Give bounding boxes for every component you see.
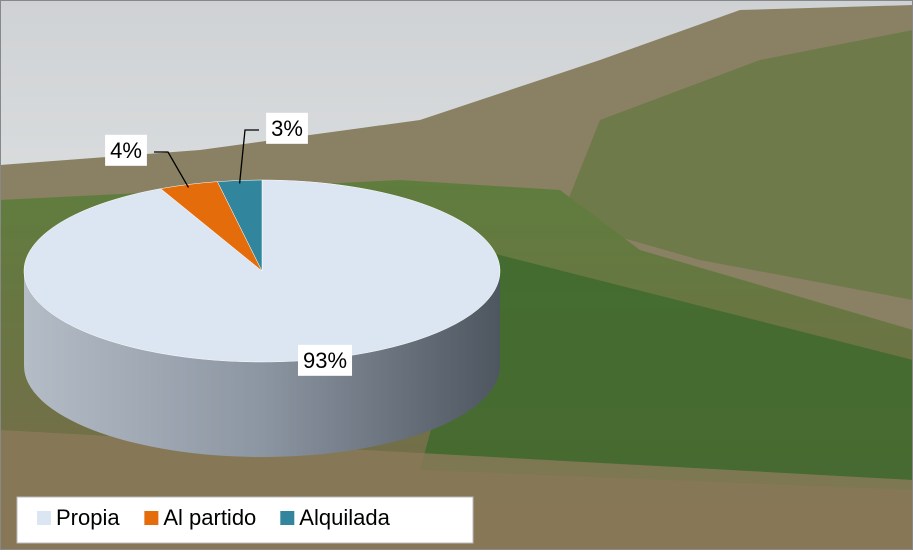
legend: Propia Al partido Alquilada (37, 505, 391, 530)
background-slope (560, 30, 913, 300)
legend-label: Alquilada (299, 505, 390, 530)
leader-line (154, 151, 190, 188)
legend-box (16, 496, 474, 544)
data-label: 3% (271, 116, 303, 141)
legend-swatch (280, 511, 295, 525)
legend-swatch (144, 511, 159, 525)
pie-side (24, 271, 500, 457)
data-label-box (266, 112, 308, 144)
pie: 93% 4% 3% (23, 112, 501, 457)
legend-swatch (37, 511, 51, 525)
legend-label: Al partido (163, 505, 256, 530)
data-label: 93% (303, 348, 347, 373)
background-crops (420, 250, 913, 490)
data-label: 4% (110, 138, 142, 163)
legend-label: Propia (56, 505, 120, 530)
data-label-box (105, 134, 147, 166)
leader-line (238, 129, 259, 184)
data-label-box (297, 344, 353, 376)
